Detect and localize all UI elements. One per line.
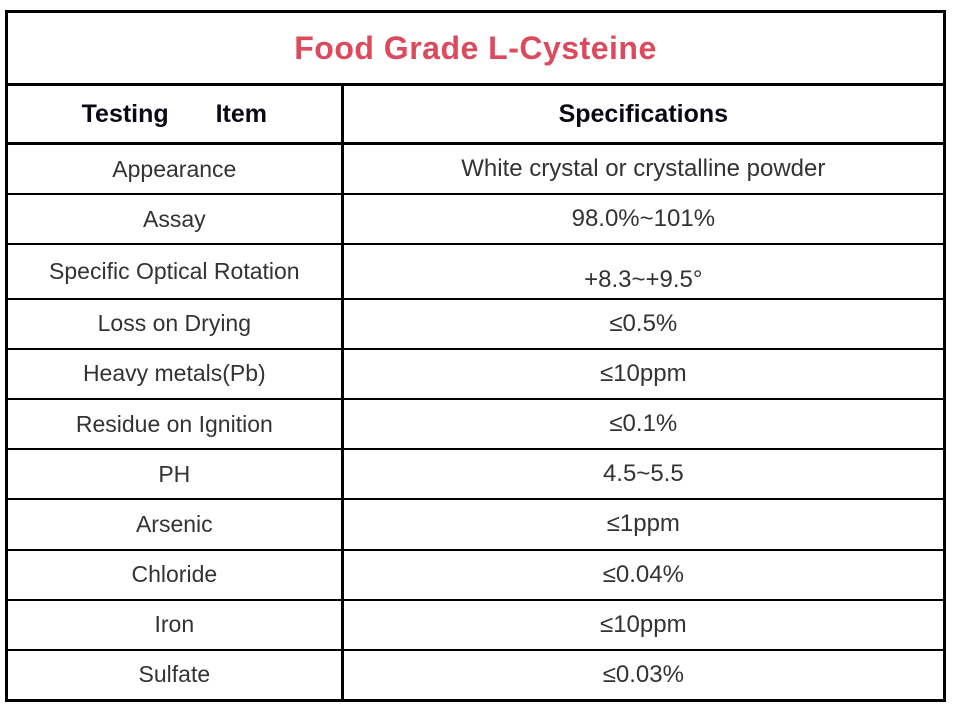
specification-value: ≤0.1% [609,410,678,438]
testing-item-cell: Assay [8,195,344,244]
specification-cell: ≤0.1% [344,400,943,448]
specification-value: ≤0.5% [609,309,678,337]
testing-item-cell: Iron [8,600,344,649]
testing-item-cell: Appearance [8,145,344,194]
table-header-row: Testing Item Specifications [8,86,943,145]
table-row: Sulfate ≤0.03% [8,650,943,700]
table-body: Appearance White crystal or crystalline p… [8,145,943,700]
table-row: PH 4.5~5.5 [8,450,943,501]
table-row: Heavy metals(Pb) ≤10ppm [8,349,943,400]
specification-cell: ≤10ppm [344,350,943,398]
testing-item-cell: Chloride [8,550,344,599]
specification-cell: ≤0.04% [344,551,943,599]
specification-cell: White crystal or crystalline powder [344,145,943,193]
specification-cell: ≤0.5% [344,300,943,348]
table-row: Specific Optical Rotation +8.3~+9.5° [8,245,943,300]
column-header-specifications: Specifications [558,99,729,128]
table-row: Appearance White crystal or crystalline p… [8,145,943,196]
table-row: Chloride ≤0.04% [8,550,943,601]
table-row: Residue on Ignition ≤0.1% [8,399,943,451]
specification-cell: ≤1ppm [344,500,943,548]
testing-item-cell: Arsenic [8,500,344,549]
specification-value: White crystal or crystalline powder [461,155,826,183]
specification-cell: 98.0%~101% [344,195,943,243]
table-row: Assay 98.0%~101% [8,195,943,246]
testing-item-cell: Heavy metals(Pb) [8,349,344,398]
spec-sheet-table: Food Grade L-Cysteine Testing Item Speci… [5,10,946,702]
testing-item-cell: Loss on Drying [8,299,344,348]
table-row: Iron ≤10ppm [8,600,943,651]
specification-value: ≤0.04% [602,560,684,588]
table-title-row: Food Grade L-Cysteine [8,13,943,86]
specification-cell: 4.5~5.5 [344,450,943,498]
column-header-testing-item: Testing Item [8,86,344,142]
specification-cell: ≤0.03% [344,651,943,699]
specification-value: ≤10ppm [600,359,687,387]
specification-value: ≤10ppm [600,610,687,638]
testing-item-cell: Sulfate [8,650,344,700]
table-row: Arsenic ≤1ppm [8,500,943,551]
specification-value: 98.0%~101% [571,205,716,233]
specification-value: 4.5~5.5 [602,460,684,488]
testing-item-cell: PH [8,450,344,499]
specification-cell: ≤10ppm [344,601,943,649]
specification-value: +8.3~+9.5° [584,265,703,293]
specification-cell: +8.3~+9.5° [344,245,943,297]
testing-item-cell: Specific Optical Rotation [8,245,344,298]
table-row: Loss on Drying ≤0.5% [8,299,943,350]
specification-value: ≤1ppm [606,510,680,538]
specification-value: ≤0.03% [602,660,684,688]
page-title: Food Grade L-Cysteine [294,29,657,66]
testing-item-cell: Residue on Ignition [8,399,344,449]
